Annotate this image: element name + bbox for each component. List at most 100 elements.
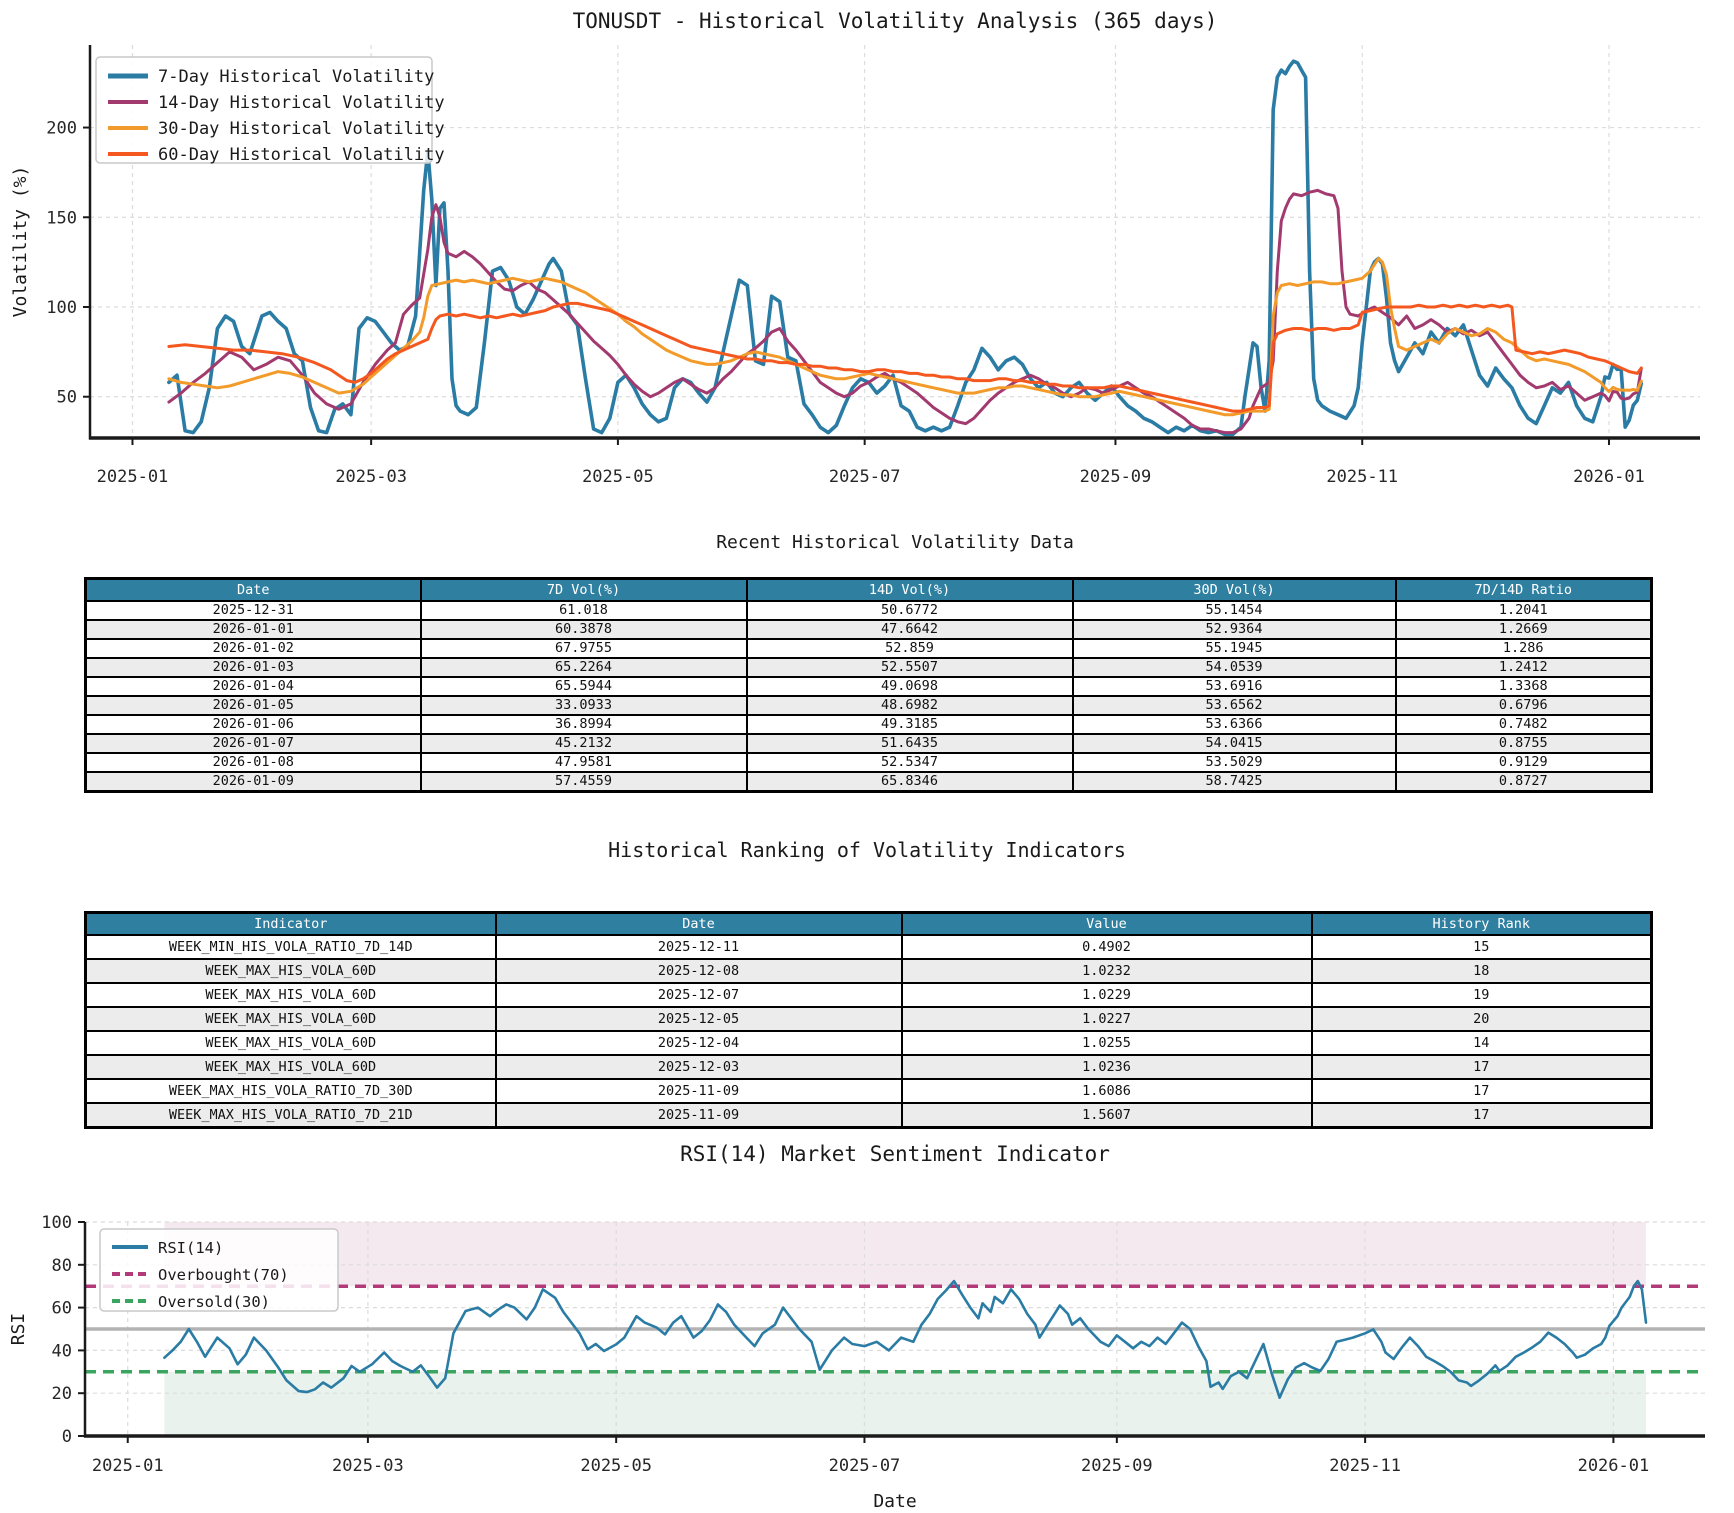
table-cell: 17 [1310, 1078, 1653, 1104]
table-cell: 1.2412 [1394, 657, 1653, 678]
y-axis-label: RSI [8, 1313, 29, 1346]
table-cell: 60.3878 [419, 619, 748, 640]
y-tick-label: 60 [52, 1299, 72, 1319]
recent-volatility-table: Date 7D Vol(%) 14D Vol(%) 30D Vol(%) 7D/14D … [84, 577, 1653, 793]
table-cell: 2025-12-03 [494, 1054, 903, 1080]
table-row: 2026-01-08 47.9581 52.5347 53.5029 0.9129 [84, 752, 1653, 773]
table-cell: 2026-01-02 [84, 638, 422, 659]
table-row: 2026-01-06 36.8994 49.3185 53.6366 0.7482 [84, 714, 1653, 735]
chart-title: RSI(14) Market Sentiment Indicator [680, 1142, 1110, 1166]
table-cell: 0.4902 [900, 934, 1313, 960]
table-cell: 2025-12-04 [494, 1030, 903, 1056]
table-row: 2025-12-31 61.018 50.6772 55.1454 1.2041 [84, 600, 1653, 621]
table-cell: 2025-12-05 [494, 1006, 903, 1032]
table-cell: 53.6916 [1071, 676, 1397, 697]
table-cell: 19 [1310, 982, 1653, 1008]
table-cell: WEEK_MAX_HIS_VOLA_60D [84, 1006, 497, 1032]
table-cell: 48.6982 [745, 695, 1074, 716]
x-tick-label: 2025-03 [332, 1456, 404, 1476]
table-cell: 1.2669 [1394, 619, 1653, 640]
table-cell: WEEK_MIN_HIS_VOLA_RATIO_7D_14D [84, 934, 497, 960]
recent-volatility-table-wrap: Date 7D Vol(%) 14D Vol(%) 30D Vol(%) 7D/14D … [0, 577, 1734, 793]
table-row: 2026-01-03 65.2264 52.5507 54.0539 1.2412 [84, 657, 1653, 678]
table-cell: 2025-12-08 [494, 958, 903, 984]
table-row: WEEK_MAX_HIS_VOLA_60D 2025-12-08 1.0232 18 [84, 958, 1653, 984]
table-row: 2026-01-02 67.9755 52.859 55.1945 1.286 [84, 638, 1653, 659]
table-cell: 50.6772 [745, 600, 1074, 621]
table-cell: 65.8346 [745, 771, 1074, 793]
x-tick-label: 2025-07 [829, 467, 901, 487]
table-cell: 53.5029 [1071, 752, 1397, 773]
table-cell: WEEK_MAX_HIS_VOLA_RATIO_7D_30D [84, 1078, 497, 1104]
table-cell: 17 [1310, 1054, 1653, 1080]
table-cell: WEEK_MAX_HIS_VOLA_60D [84, 982, 497, 1008]
table-cell: 65.2264 [419, 657, 748, 678]
table-cell: 0.6796 [1394, 695, 1653, 716]
table-row: WEEK_MAX_HIS_VOLA_60D 2025-12-04 1.0255 14 [84, 1030, 1653, 1056]
table-cell: 47.9581 [419, 752, 748, 773]
series-14-day-historical-volatility [167, 188, 1643, 435]
column-header: History Rank [1310, 911, 1653, 936]
volatility-ranking-table: Indicator Date Value History Rank WEEK_MIN_H… [84, 911, 1653, 1129]
y-axis-label: Volatility (%) [10, 166, 31, 318]
y-tick-label: 150 [46, 208, 77, 228]
table-cell: 2025-12-07 [494, 982, 903, 1008]
table-cell: 49.3185 [745, 714, 1074, 735]
table-cell: 2025-11-09 [494, 1102, 903, 1129]
x-tick-label: 2025-09 [1081, 1456, 1153, 1476]
y-tick-label: 40 [52, 1341, 72, 1361]
table-cell: 53.6562 [1071, 695, 1397, 716]
x-tick-label: 2026-01 [1573, 467, 1645, 487]
table-cell: 2026-01-06 [84, 714, 422, 735]
x-tick-label: 2025-05 [582, 467, 654, 487]
table-cell: 2025-11-09 [494, 1078, 903, 1104]
legend-box [95, 56, 433, 164]
y-tick-label: 50 [57, 388, 77, 408]
legend-label: RSI(14) [158, 1239, 223, 1257]
column-header: 7D/14D Ratio [1394, 577, 1653, 602]
table-cell: 52.859 [745, 638, 1074, 659]
column-header: Date [84, 577, 422, 602]
x-tick-label: 2025-09 [1080, 467, 1152, 487]
table-cell: 2025-12-31 [84, 600, 422, 621]
x-tick-label: 2025-11 [1329, 1456, 1401, 1476]
table-cell: 65.5944 [419, 676, 748, 697]
column-header: Indicator [84, 911, 497, 936]
ranking-table-title: Historical Ranking of Volatility Indicat… [608, 838, 1126, 862]
table-cell: 1.0236 [900, 1054, 1313, 1080]
column-header: 30D Vol(%) [1071, 577, 1397, 602]
table-cell: 14 [1310, 1030, 1653, 1056]
table-cell: 2026-01-04 [84, 676, 422, 697]
table-cell: 2026-01-05 [84, 695, 422, 716]
x-tick-label: 2025-11 [1326, 467, 1398, 487]
table-row: WEEK_MAX_HIS_VOLA_60D 2025-12-07 1.0229 19 [84, 982, 1653, 1008]
x-tick-label: 2025-05 [580, 1456, 652, 1476]
legend: 7-Day Historical Volatility 14-Day Histor… [95, 56, 445, 165]
table-cell: 1.5607 [900, 1102, 1313, 1129]
series-30-day-historical-volatility [167, 257, 1643, 417]
table-cell: 17 [1310, 1102, 1653, 1129]
table-cell: 2026-01-07 [84, 733, 422, 754]
table-cell: 1.3368 [1394, 676, 1653, 697]
table-row: WEEK_MIN_HIS_VOLA_RATIO_7D_14D 2025-12-11… [84, 934, 1653, 960]
table-cell: 2026-01-01 [84, 619, 422, 640]
table-cell: 1.0227 [900, 1006, 1313, 1032]
table-cell: 49.0698 [745, 676, 1074, 697]
legend-label: Overbought(70) [158, 1266, 289, 1284]
y-tick-label: 80 [52, 1256, 72, 1276]
volatility-chart: 2025-01 2025-03 2025-05 2025-07 2025-09 2025-… [10, 9, 1700, 553]
table-cell: 51.6435 [745, 733, 1074, 754]
table-row: 2026-01-01 60.3878 47.6642 52.9364 1.2669 [84, 619, 1653, 640]
x-tick-label: 2025-01 [97, 467, 169, 487]
x-axis-label: Recent Historical Volatility Data [716, 532, 1074, 553]
table-cell: 0.8727 [1394, 771, 1653, 793]
table-cell: 45.2132 [419, 733, 748, 754]
legend: RSI(14) Overbought(70) Oversold(30) [99, 1228, 339, 1312]
table-row: 2026-01-07 45.2132 51.6435 54.0415 0.8755 [84, 733, 1653, 754]
table-row: WEEK_MAX_HIS_VOLA_RATIO_7D_21D 2025-11-09… [84, 1102, 1653, 1129]
table-cell: 20 [1310, 1006, 1653, 1032]
table-cell: 52.5507 [745, 657, 1074, 678]
table-row: WEEK_MAX_HIS_VOLA_RATIO_7D_30D 2025-11-09… [84, 1078, 1653, 1104]
table-cell: 67.9755 [419, 638, 748, 659]
y-tick-label: 0 [62, 1427, 72, 1447]
